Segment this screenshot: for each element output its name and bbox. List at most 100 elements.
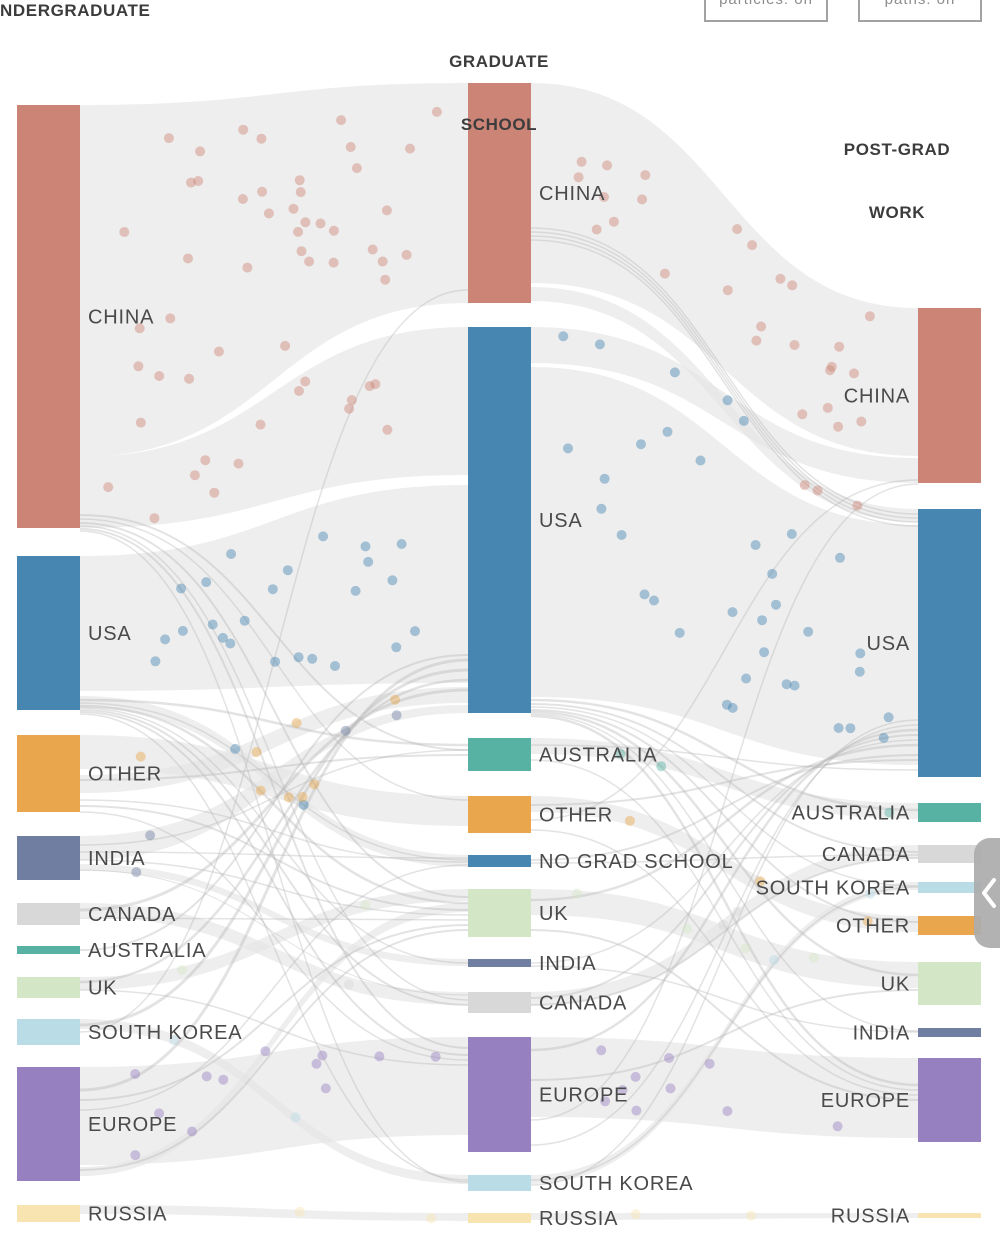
sankey-strand bbox=[530, 744, 919, 771]
sankey-strand bbox=[79, 989, 469, 1066]
flow-particle bbox=[596, 1045, 607, 1056]
flow-particle bbox=[291, 718, 302, 728]
node-label-p-india: INDIA bbox=[853, 1023, 910, 1045]
sankey-node-p-canada[interactable] bbox=[918, 845, 981, 863]
sankey-node-g-uk[interactable] bbox=[468, 889, 531, 937]
flow-particle bbox=[755, 876, 766, 887]
sankey-node-u-india[interactable] bbox=[17, 836, 80, 880]
sankey-node-p-russia[interactable] bbox=[918, 1213, 981, 1218]
flow-particle bbox=[639, 589, 650, 600]
sankey-node-p-australia[interactable] bbox=[918, 803, 981, 822]
flow-particle bbox=[330, 661, 340, 671]
flow-particle bbox=[391, 642, 402, 653]
flow-particle bbox=[808, 952, 819, 963]
flow-particle bbox=[849, 368, 859, 379]
sankey-node-p-china[interactable] bbox=[918, 308, 981, 483]
sankey-strand bbox=[530, 929, 919, 1101]
sankey-node-g-australia[interactable] bbox=[468, 738, 531, 771]
node-label-u-canada: CANADA bbox=[88, 904, 176, 926]
flow-particle bbox=[131, 867, 142, 878]
sankey-node-g-ngs[interactable] bbox=[468, 855, 531, 867]
flow-particle bbox=[722, 395, 733, 406]
sankey-node-u-russia[interactable] bbox=[17, 1205, 80, 1222]
flow-particle bbox=[280, 340, 291, 351]
sankey-node-g-china[interactable] bbox=[468, 83, 531, 303]
sankey-strand bbox=[79, 704, 469, 905]
sankey-node-u-australia[interactable] bbox=[17, 946, 80, 954]
chevron-left-icon bbox=[982, 878, 996, 908]
sankey-node-u-canada[interactable] bbox=[17, 903, 80, 925]
sankey-link bbox=[531, 882, 918, 1184]
side-panel-toggle[interactable] bbox=[974, 838, 1000, 948]
node-label-p-sk: SOUTH KOREA bbox=[756, 878, 910, 900]
sankey-strand bbox=[530, 734, 919, 999]
sankey-strand bbox=[530, 829, 919, 1096]
flow-particle bbox=[297, 792, 308, 802]
sankey-strand bbox=[79, 668, 469, 1027]
flow-particle bbox=[825, 365, 835, 376]
sankey-node-g-canada[interactable] bbox=[468, 992, 531, 1013]
sankey-node-p-usa[interactable] bbox=[918, 509, 981, 777]
flow-particle bbox=[405, 143, 415, 154]
flow-particle bbox=[295, 187, 306, 198]
sankey-link bbox=[531, 845, 918, 1005]
sankey-node-u-usa[interactable] bbox=[17, 556, 80, 710]
flow-particle bbox=[149, 513, 160, 524]
sankey-node-u-china[interactable] bbox=[17, 105, 80, 528]
particles-toggle-button[interactable]: particles: on bbox=[704, 0, 828, 22]
flow-particle bbox=[852, 500, 863, 511]
flow-particle bbox=[727, 702, 738, 713]
flow-particle bbox=[695, 455, 706, 466]
sankey-node-g-usa[interactable] bbox=[468, 327, 531, 713]
column-header-grad-line1: GRADUATE bbox=[449, 52, 549, 71]
flow-particle bbox=[242, 262, 253, 273]
flow-particle bbox=[833, 421, 844, 432]
flow-particle bbox=[722, 1106, 733, 1117]
sankey-node-u-sk[interactable] bbox=[17, 1019, 80, 1045]
sankey-strand bbox=[79, 289, 469, 1033]
paths-toggle-button[interactable]: paths: on bbox=[858, 0, 982, 22]
sankey-node-u-other[interactable] bbox=[17, 735, 80, 812]
column-header-grad-school: GRADUATE SCHOOL bbox=[399, 9, 599, 177]
sankey-node-u-uk[interactable] bbox=[17, 977, 80, 998]
flow-particle bbox=[350, 585, 361, 596]
flow-particle bbox=[318, 531, 329, 542]
sankey-node-g-russia[interactable] bbox=[468, 1213, 531, 1223]
flow-particle bbox=[351, 163, 362, 174]
flow-particle bbox=[767, 568, 778, 579]
sankey-node-g-sk[interactable] bbox=[468, 1175, 531, 1191]
flow-particle bbox=[370, 379, 381, 390]
sankey-node-p-sk[interactable] bbox=[918, 882, 981, 893]
sankey-node-g-india[interactable] bbox=[468, 959, 531, 967]
flow-particle bbox=[608, 216, 619, 227]
sankey-strand bbox=[530, 239, 919, 527]
flow-particle bbox=[786, 529, 797, 539]
flow-particle bbox=[225, 638, 236, 649]
node-label-g-uk: UK bbox=[539, 903, 568, 925]
sankey-link bbox=[531, 83, 918, 456]
sankey-node-g-europe[interactable] bbox=[468, 1037, 531, 1152]
sankey-node-p-uk[interactable] bbox=[918, 962, 981, 1005]
sankey-strand bbox=[530, 719, 919, 1186]
sankey-node-u-europe[interactable] bbox=[17, 1067, 80, 1181]
flow-particle bbox=[721, 699, 732, 710]
flow-particle bbox=[631, 1105, 642, 1116]
sankey-strand bbox=[79, 799, 469, 863]
flow-particle bbox=[184, 373, 195, 384]
sankey-node-g-other[interactable] bbox=[468, 796, 531, 833]
flow-particle bbox=[732, 224, 743, 235]
flow-particle bbox=[799, 480, 810, 491]
sankey-node-p-other[interactable] bbox=[918, 916, 981, 935]
flow-particle bbox=[238, 124, 249, 135]
flow-particle bbox=[426, 1213, 437, 1224]
flow-particle bbox=[751, 335, 762, 346]
sankey-node-p-europe[interactable] bbox=[918, 1058, 981, 1142]
flow-particle bbox=[722, 285, 733, 296]
sankey-node-p-india[interactable] bbox=[918, 1028, 981, 1037]
flow-particle bbox=[233, 458, 244, 469]
flow-particle bbox=[150, 656, 161, 667]
sankey-strand bbox=[530, 724, 919, 1146]
flow-particle bbox=[288, 203, 299, 214]
flow-particle bbox=[160, 634, 171, 645]
flow-particle bbox=[834, 341, 845, 352]
